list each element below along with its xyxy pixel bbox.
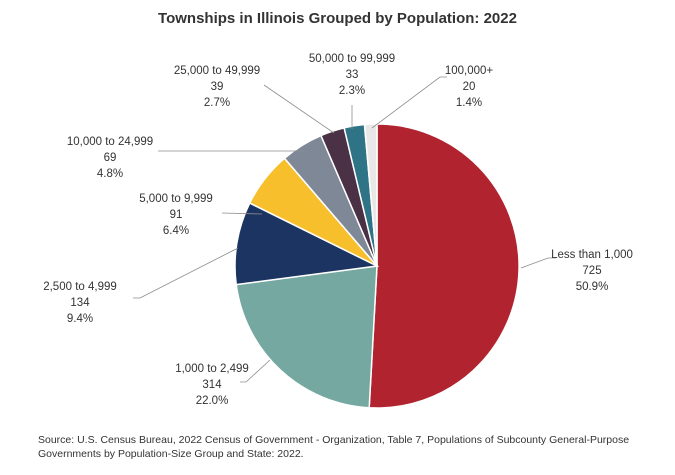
leader-line <box>520 257 556 269</box>
pie-chart: Less than 1,000 725 50.9% 1,000 to 2,499 314… <box>43 53 633 409</box>
slice-data-label: 5,000 to 9,999 91 6.4% <box>139 193 213 237</box>
leader-line <box>371 76 447 129</box>
leader-line <box>133 247 239 299</box>
leader-line <box>263 84 335 134</box>
slice-data-label: Less than 1,000 725 50.9% <box>551 249 633 293</box>
pie-slice <box>234 201 380 286</box>
pie-slice <box>235 265 378 409</box>
slice-data-label: 1,000 to 2,499 314 22.0% <box>175 363 249 407</box>
slice-data-label: 100,000+ 20 1.4% <box>445 65 494 109</box>
source-note: Source: U.S. Census Bureau, 2022 Census … <box>38 434 630 460</box>
slice-data-label: 50,000 to 99,999 33 2.3% <box>309 53 395 97</box>
pie-slice <box>368 123 520 409</box>
slice-data-label: 25,000 to 49,999 39 2.7% <box>174 65 260 109</box>
leader-line <box>240 359 271 383</box>
leader-line <box>221 212 263 215</box>
slice-data-label: 2,500 to 4,999 134 9.4% <box>43 281 117 325</box>
slice-data-label: 10,000 to 24,999 69 4.8% <box>67 136 153 180</box>
chart-title: Townships in Illinois Grouped by Populat… <box>158 10 517 27</box>
